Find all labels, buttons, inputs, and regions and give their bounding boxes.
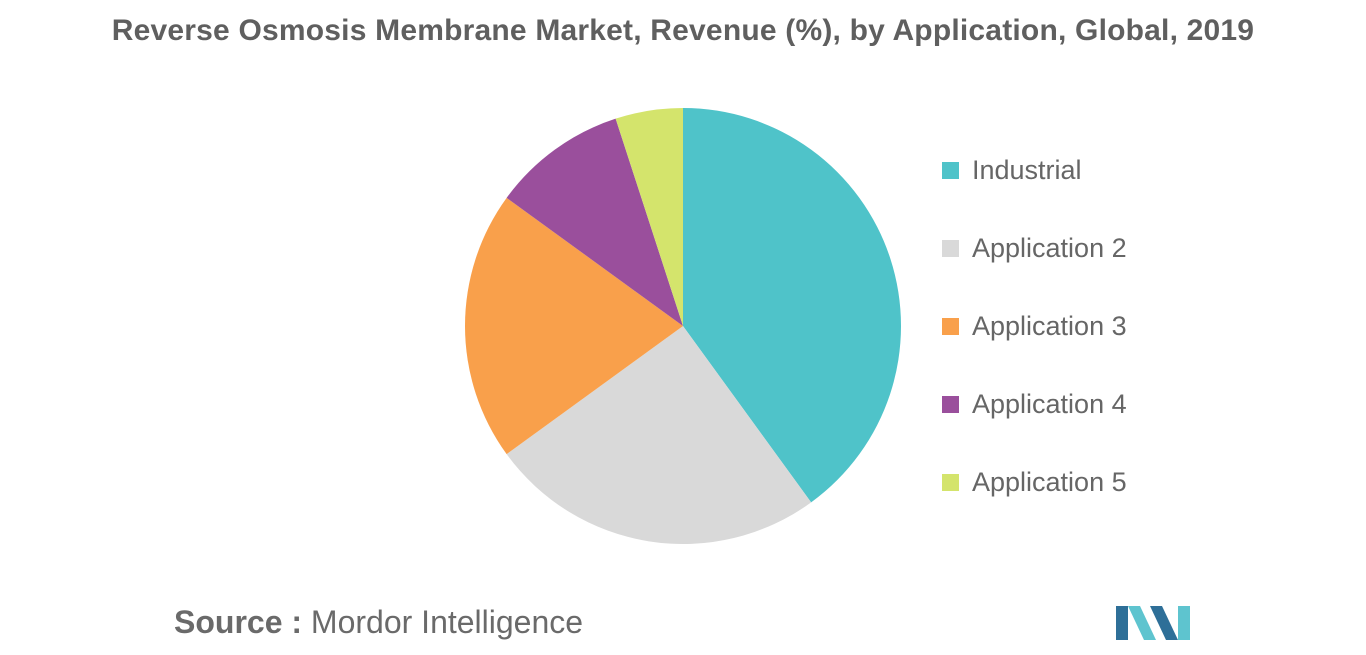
legend-label: Application 5 (972, 467, 1127, 497)
legend-item: Industrial (942, 150, 1127, 228)
legend-swatch (942, 396, 959, 413)
source-name: Mordor Intelligence (310, 604, 584, 640)
pie-slice-industrial (683, 108, 901, 503)
legend-swatch (942, 162, 959, 179)
chart-legend: Industrial Application 2 Application 3 Appl… (942, 150, 1127, 540)
legend-swatch (942, 474, 959, 491)
logo-right-bar (1178, 606, 1190, 640)
pie-slice-application-4 (506, 118, 683, 326)
chart-title: Reverse Osmosis Membrane Market, Revenue… (111, 14, 1255, 47)
legend-swatch (942, 318, 959, 335)
logo-left-diagonal (1128, 606, 1156, 640)
pie-slice-application-5 (615, 108, 683, 326)
legend-item: Application 4 (942, 384, 1127, 462)
legend-label: Application 4 (972, 389, 1127, 419)
source-note: Source : Mordor Intelligence (174, 604, 583, 641)
mordor-intelligence-logo-icon (1116, 606, 1190, 640)
source-label: Source : (174, 604, 303, 640)
pie-slice-application-3 (465, 197, 683, 455)
legend-label: Application 3 (972, 311, 1127, 341)
logo-left-bar (1116, 606, 1128, 640)
legend-label: Industrial (972, 155, 1082, 185)
pie-slice-application-2 (506, 326, 812, 544)
logo-mid-diagonal (1150, 606, 1178, 640)
legend-swatch (942, 240, 959, 257)
legend-item: Application 3 (942, 306, 1127, 384)
legend-item: Application 2 (942, 228, 1127, 306)
legend-label: Application 2 (972, 233, 1127, 263)
legend-item: Application 5 (942, 462, 1127, 540)
pie-slices (465, 108, 901, 544)
